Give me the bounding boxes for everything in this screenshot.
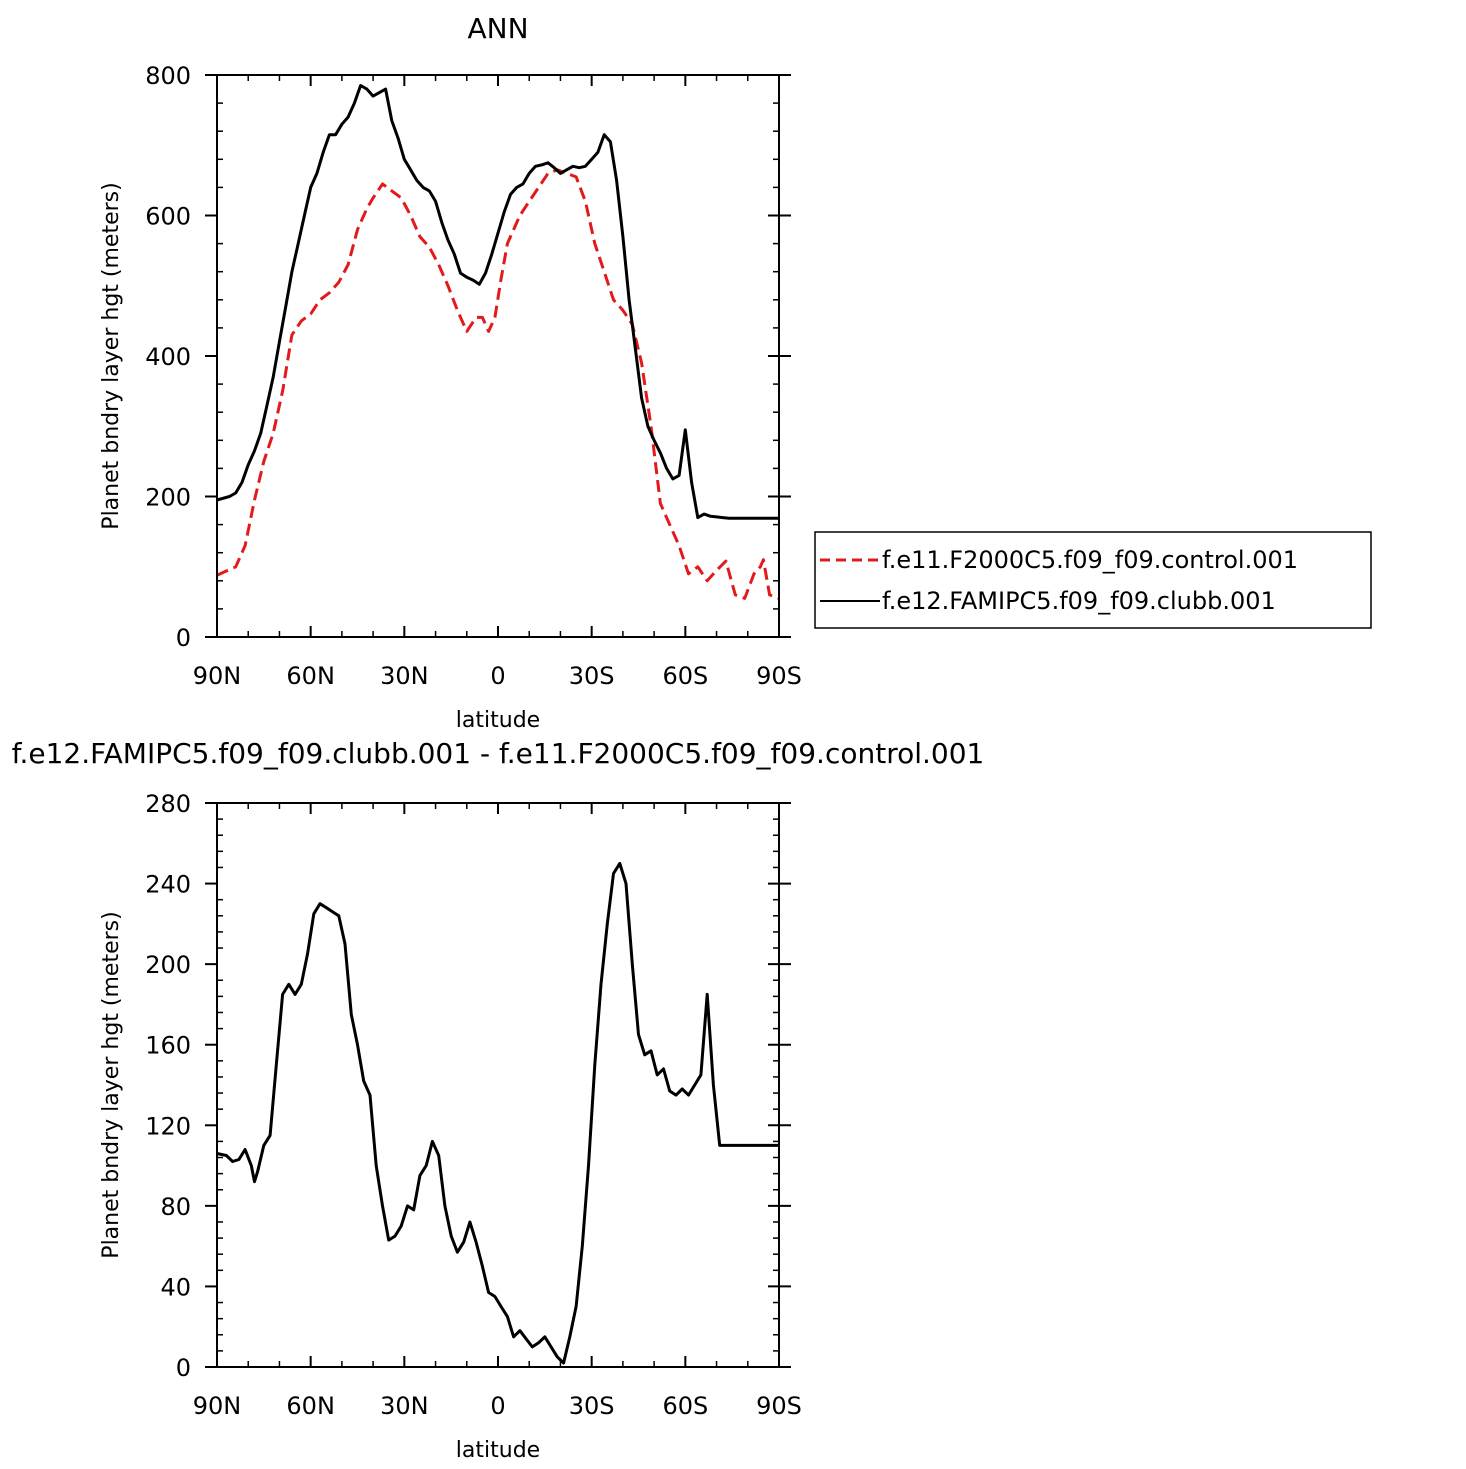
legend-box: [814, 531, 1372, 629]
top-x-tick-label: 30S: [569, 662, 615, 690]
bottom-y-tick-label: 0: [176, 1354, 191, 1382]
chart-top-frame: [216, 74, 780, 638]
chart-top-y-label: Planet bndry layer hgt (meters): [99, 182, 124, 529]
top-y-tick-label: 200: [145, 484, 191, 512]
bottom-y-tick-label: 240: [145, 871, 191, 899]
bottom-x-tick-label: 30N: [380, 1392, 429, 1420]
top-y-tick-label: 800: [145, 62, 191, 90]
top-y-tick-label: 0: [176, 624, 191, 652]
chart-bottom-ticks: 90N 60N 30N 0 30S 60S 90S 0 40 80 120 160 200 240 280: [145, 790, 802, 1420]
bottom-y-tick-label: 40: [160, 1273, 191, 1301]
bottom-x-tick-label: 60S: [662, 1392, 708, 1420]
top-x-tick-label: 60S: [662, 662, 708, 690]
legend-control-label: f.e11.F2000C5.f09_f09.control.001: [882, 546, 1298, 574]
bottom-x-tick-label: 60N: [286, 1392, 335, 1420]
bottom-x-tick-label: 90N: [193, 1392, 242, 1420]
top-x-tick-label: 30N: [380, 662, 429, 690]
top-x-tick-label: 90S: [756, 662, 802, 690]
bottom-x-tick-label: 90S: [756, 1392, 802, 1420]
top-y-tick-label: 400: [145, 343, 191, 371]
bottom-x-tick-label: 0: [490, 1392, 505, 1420]
top-clubb-series-line: [216, 84, 779, 520]
chart-top-x-label: latitude: [456, 708, 540, 733]
chart-bottom-frame: [216, 802, 780, 1368]
top-x-tick-label: 0: [490, 662, 505, 690]
top-x-tick-label: 60N: [286, 662, 335, 690]
chart-top-title: ANN: [467, 12, 528, 45]
top-y-tick-label: 600: [145, 203, 191, 231]
chart-bottom-x-label: latitude: [456, 1438, 540, 1463]
chart-bottom-title: f.e12.FAMIPC5.f09_f09.clubb.001 - f.e11.…: [12, 737, 985, 770]
chart-top: ANN 90N 60N 30N 0 30S 60S 90S 0 200 400 600 800 lat…: [99, 12, 802, 733]
top-x-tick-label: 90N: [193, 662, 242, 690]
chart-bottom-y-label: Planet bndry layer hgt (meters): [99, 911, 124, 1258]
bottom-y-tick-label: 80: [160, 1193, 191, 1221]
bottom-difference-series-line: [216, 861, 779, 1365]
top-control-series-line: [216, 168, 780, 600]
chart-top-ticks: 90N 60N 30N 0 30S 60S 90S 0 200 400 600 800: [145, 62, 802, 690]
bottom-y-tick-label: 280: [145, 790, 191, 818]
legend-clubb-label: f.e12.FAMIPC5.f09_f09.clubb.001: [882, 587, 1276, 615]
chart-bottom-series: [216, 861, 779, 1365]
bottom-y-tick-label: 160: [145, 1032, 191, 1060]
bottom-x-tick-label: 30S: [569, 1392, 615, 1420]
bottom-y-tick-label: 120: [145, 1112, 191, 1140]
bottom-y-tick-label: 200: [145, 951, 191, 979]
chart-top-series: [216, 84, 780, 600]
chart-bottom: f.e12.FAMIPC5.f09_f09.clubb.001 - f.e11.…: [12, 737, 985, 1463]
legend: f.e11.F2000C5.f09_f09.control.001 f.e12.…: [814, 531, 1372, 629]
